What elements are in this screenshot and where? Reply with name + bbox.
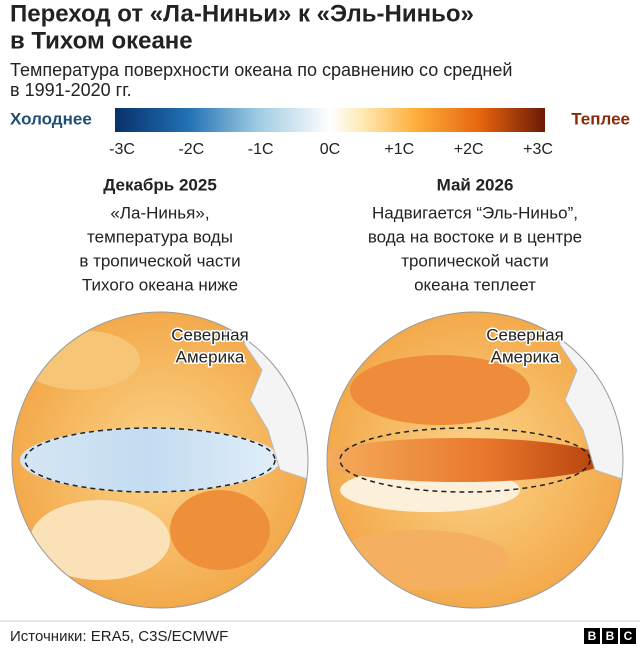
panel-caption: океана теплеет	[414, 275, 536, 294]
scale-tick: -1C	[248, 141, 274, 158]
logo-box	[584, 628, 600, 644]
panel-heading: Декабрь 2025	[103, 175, 217, 194]
panel-heading: Май 2026	[437, 175, 514, 194]
title: Переход от «Ла-Ниньи» к «Эль-Ниньо»	[10, 0, 474, 27]
panel-caption: в тропической части	[79, 251, 240, 270]
color-bar	[115, 108, 545, 132]
map-label: Америка	[176, 347, 245, 366]
logo-box	[620, 628, 636, 644]
equator-region	[24, 427, 276, 493]
panel-caption: «Ла-Нинья»,	[110, 203, 209, 222]
title: в Тихом океане	[10, 27, 193, 54]
scale-tick: +1C	[384, 141, 414, 158]
logo-letter: B	[606, 629, 615, 643]
cold-label: Холоднее	[10, 109, 92, 128]
equator-region	[339, 427, 591, 493]
map-label: Северная	[171, 325, 249, 344]
scale-tick: +2C	[454, 141, 484, 158]
panel-caption: Надвигается “Эль-Ниньо”,	[372, 203, 578, 222]
globe-outline	[11, 311, 309, 609]
map-label: Америка	[491, 347, 560, 366]
scale-tick: -2C	[178, 141, 204, 158]
panel-caption: Тихого океана ниже	[82, 275, 238, 294]
scale-tick: +3C	[523, 141, 553, 158]
logo-box	[602, 628, 618, 644]
logo-letter: C	[624, 629, 633, 643]
subtitle: Температура поверхности океана по сравне…	[10, 60, 512, 80]
panel-caption: температура воды	[87, 227, 233, 246]
source: Источники: ERA5, C3S/ECMWF	[10, 628, 228, 645]
map-label: Северная	[486, 325, 564, 344]
scale-tick: -3C	[109, 141, 135, 158]
map-december	[12, 312, 308, 608]
logo-letter: B	[588, 629, 597, 643]
panel-caption: вода на востоке и в центре	[368, 227, 582, 246]
globe-outline	[326, 311, 624, 609]
warm-label: Теплее	[571, 109, 630, 128]
panel-caption: тропической части	[401, 251, 549, 270]
subtitle: в 1991-2020 гг.	[10, 80, 132, 100]
map-may	[327, 312, 623, 608]
scale-tick: 0C	[320, 141, 340, 158]
